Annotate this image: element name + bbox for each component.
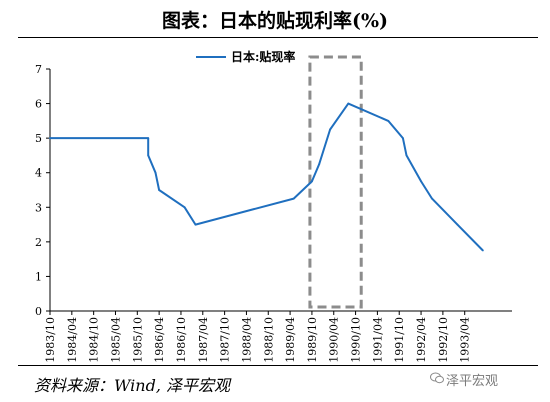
y-tick-label: 2 [35,236,42,249]
x-tick-label: 1987/10 [219,317,232,363]
data-point [311,180,313,183]
data-point [420,180,422,183]
data-point [387,119,390,122]
y-tick-label: 4 [35,167,42,180]
y-tick-label: 1 [35,270,42,283]
data-point [194,223,197,226]
x-tick-label: 1990/10 [350,317,363,363]
data-point [49,137,51,140]
series-line [50,102,484,252]
y-tick-label: 7 [35,63,42,76]
source-note: 资料来源：Wind, 泽平宏观 [34,376,231,395]
title-rule [18,37,538,38]
x-tick-label: 1984/10 [88,317,101,363]
legend-label: 日本:贴现率 [231,49,295,64]
highlight-box [308,55,363,309]
data-point [431,197,433,200]
wechat-icon [430,372,444,384]
x-tick-label: 1989/04 [284,317,297,363]
data-point [154,171,157,174]
x-tick-label: 1983/10 [44,317,57,363]
x-tick-label: 1988/10 [262,317,275,363]
y-tick-label: 0 [35,305,42,318]
data-point [481,249,484,252]
data-point [456,223,459,226]
watermark: 泽平宏观 [446,374,499,389]
data-point [183,206,186,209]
x-tick-label: 1985/04 [109,317,122,363]
x-tick-label: 1992/04 [415,317,428,363]
data-point [158,189,161,191]
x-tick-label: 1990/04 [328,317,341,363]
chart-title: 图表：日本的贴现利率(%) [161,10,389,32]
x-tick-label: 1987/04 [197,317,210,363]
x-tick-label: 1993/04 [459,317,472,363]
data-point [147,154,150,157]
data-point [329,128,332,131]
x-tick-label: 1992/10 [437,317,450,363]
data-point [401,137,404,140]
x-tick-label: 1986/04 [153,317,166,363]
x-tick-label: 1989/10 [306,317,319,363]
data-point [347,102,350,105]
y-tick-label: 3 [35,201,42,214]
x-tick-label: 1988/04 [240,317,253,363]
data-point [405,154,408,157]
x-tick-label: 1991/04 [371,317,384,363]
x-tick-label: 1991/10 [393,317,406,363]
data-point [292,197,295,200]
x-tick-label: 1986/10 [175,317,188,363]
data-point [147,137,150,140]
y-tick-label: 6 [35,98,42,111]
data-point [318,163,321,165]
x-tick-label: 1985/10 [131,317,144,363]
y-tick-label: 5 [35,132,42,145]
x-tick-label: 1984/04 [66,317,79,363]
source-rule [18,365,538,366]
